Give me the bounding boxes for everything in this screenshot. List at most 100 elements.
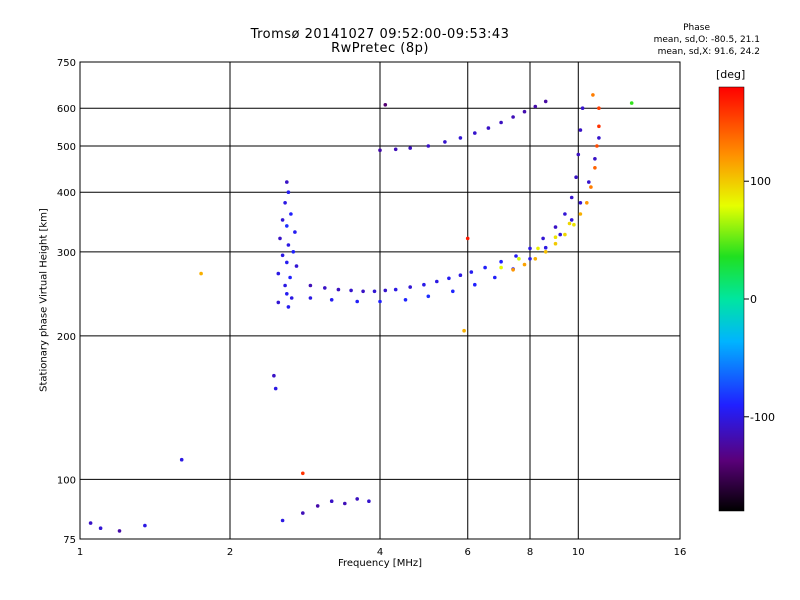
data-point [443, 140, 447, 144]
data-point [447, 276, 451, 281]
data-point [578, 201, 583, 205]
x-tick-label: 10 [572, 547, 585, 558]
chart-title: Tromsø 20141027 09:52:00-09:53:43 [250, 27, 510, 42]
data-point [593, 157, 597, 161]
data-point [578, 128, 583, 132]
y-tick-label: 400 [57, 188, 76, 199]
data-point [98, 526, 103, 530]
data-point [462, 328, 466, 333]
data-point [522, 262, 527, 267]
data-point [517, 257, 521, 261]
data-point [280, 518, 285, 523]
data-point [355, 299, 360, 304]
data-point [587, 180, 591, 184]
data-point [528, 257, 532, 261]
colorbar-label: [deg] [716, 68, 746, 81]
data-point [469, 270, 474, 274]
data-point [285, 224, 289, 228]
colorbar-tick-label: -100 [750, 411, 775, 424]
data-point [336, 287, 341, 292]
data-points [88, 93, 634, 533]
data-point [543, 245, 548, 250]
data-point [88, 521, 93, 525]
data-point [289, 296, 294, 300]
x-tick-label: 2 [227, 547, 233, 558]
data-point [349, 288, 353, 293]
data-point [361, 289, 365, 294]
data-point [179, 457, 184, 462]
data-point [569, 195, 574, 200]
phase-stats: Phase mean, sd,O: -80.5, 21.1 mean, sd,X… [540, 22, 760, 58]
data-point [289, 212, 293, 216]
phase-stats-o: mean, sd,O: -80.5, 21.1 [653, 35, 760, 45]
data-point [143, 523, 147, 528]
data-point [285, 292, 289, 296]
data-point [597, 136, 601, 140]
data-point [372, 289, 377, 294]
data-point [378, 148, 382, 152]
data-point [383, 103, 388, 107]
data-point [589, 185, 593, 189]
data-point [301, 511, 305, 515]
data-point [465, 236, 470, 241]
data-point [426, 144, 431, 148]
data-point [585, 201, 589, 205]
data-point [403, 298, 408, 302]
y-axis-label: Stationary phase Virtual Height [km] [38, 208, 50, 392]
y-tick-label: 100 [57, 475, 76, 486]
data-point [572, 222, 576, 227]
data-point [286, 190, 291, 194]
data-point [558, 232, 562, 237]
data-point [435, 279, 439, 284]
data-point [595, 144, 599, 148]
data-point [301, 471, 305, 476]
data-point [276, 300, 281, 305]
data-point [323, 286, 327, 290]
y-tick-label: 300 [57, 248, 76, 259]
data-point [533, 257, 538, 261]
phase-stats-title: Phase [683, 23, 710, 33]
data-point [308, 296, 313, 300]
data-point [283, 201, 287, 205]
data-point [276, 271, 281, 276]
data-point [511, 268, 515, 272]
data-point [393, 147, 398, 152]
data-point [117, 529, 122, 533]
data-point [286, 243, 291, 247]
data-point [278, 236, 282, 241]
data-point [288, 275, 292, 280]
y-tick-label: 750 [57, 58, 76, 69]
colorbar-tick-label: 0 [750, 293, 757, 306]
data-point [536, 246, 540, 251]
data-point [528, 246, 532, 251]
data-point [393, 287, 398, 292]
data-point [511, 115, 515, 119]
data-point [383, 288, 388, 293]
data-point [285, 180, 289, 184]
data-point [522, 109, 527, 114]
data-point [291, 250, 296, 254]
chart-subtitle: RwPretec (8p) [331, 41, 429, 56]
data-point [563, 212, 567, 216]
data-point [308, 283, 313, 288]
data-point [574, 175, 578, 179]
data-point [499, 120, 503, 125]
grid-lines [80, 62, 680, 539]
data-point [591, 93, 595, 97]
data-point [329, 499, 334, 504]
data-point [422, 282, 426, 287]
data-point [569, 218, 574, 222]
plot-frame [79, 61, 681, 540]
data-point [553, 225, 558, 229]
data-point [533, 104, 538, 109]
data-point [493, 275, 497, 280]
data-point [543, 250, 548, 254]
data-point [514, 254, 518, 258]
data-point [543, 99, 548, 104]
data-point [567, 221, 572, 226]
data-point [458, 273, 463, 278]
data-point [458, 136, 463, 140]
data-point [576, 152, 581, 157]
data-point [293, 230, 297, 234]
